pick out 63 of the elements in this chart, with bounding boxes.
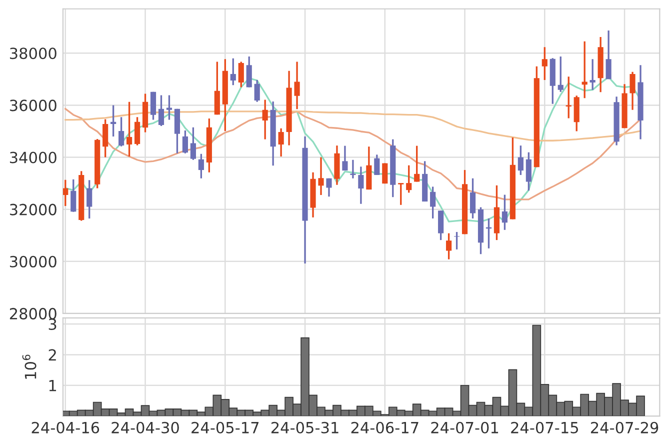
candlestick [262, 98, 268, 140]
candlestick [198, 153, 204, 180]
candlestick [318, 156, 324, 196]
y-tick-label: 32000 [10, 204, 56, 216]
candlestick [406, 164, 412, 194]
candlestick [86, 179, 92, 220]
candlestick [214, 60, 220, 116]
candlestick [502, 194, 508, 231]
candlestick [70, 178, 76, 213]
candlestick [350, 159, 356, 180]
candlestick [294, 60, 300, 110]
candlestick [542, 46, 548, 81]
candlestick [182, 130, 188, 154]
y-tick-label: 2 [48, 349, 56, 361]
x-tick-label: 24-06-17 [351, 422, 418, 434]
candlestick [238, 60, 244, 88]
candlestick [518, 144, 524, 176]
candlestick [126, 100, 132, 158]
candlestick [134, 116, 140, 146]
y-tick-label: 30000 [10, 256, 56, 268]
candlestick [246, 56, 252, 88]
candlestick [166, 94, 172, 121]
candlestick [630, 71, 636, 111]
candlestick [566, 76, 572, 120]
x-tick-label: 24-04-30 [112, 422, 179, 434]
y-axis-title: 10$^{6}$ [22, 354, 36, 379]
y-tick-label: 1 [49, 380, 56, 392]
candlestick [358, 166, 364, 205]
candlestick [254, 79, 260, 103]
candlestick [446, 232, 452, 260]
candlestick [590, 58, 596, 91]
x-tick-label: 24-07-29 [590, 422, 658, 434]
candlestick [62, 179, 68, 207]
y-tick-label: 28000 [10, 308, 56, 320]
candlestick [398, 182, 404, 206]
candlestick [102, 118, 108, 158]
y-tick-label: 36000 [10, 100, 56, 112]
candlestick [374, 154, 380, 176]
candlestick [606, 30, 612, 80]
x-tick-label: 24-04-16 [32, 422, 100, 434]
candlestick [150, 91, 156, 121]
candlestick [326, 178, 332, 198]
x-tick-label: 24-05-17 [192, 422, 259, 434]
y-tick-label: 38000 [10, 48, 56, 60]
candlestick [558, 56, 564, 93]
y-tick-label: 3 [48, 318, 56, 330]
candlestick [230, 58, 236, 86]
candlestick [158, 94, 164, 127]
x-tick-label: 24-05-31 [271, 422, 338, 434]
candlestick [110, 104, 116, 138]
candlestick [438, 210, 444, 241]
candlestick [430, 186, 436, 220]
candlestick [118, 116, 124, 148]
y-tick-label: 34000 [10, 152, 56, 164]
candlestick [414, 144, 420, 183]
candlestick [190, 126, 196, 161]
candlestick [278, 128, 284, 158]
candlestick [470, 178, 476, 220]
x-tick-label: 24-07-01 [431, 422, 498, 434]
candlestick [454, 231, 460, 250]
x-tick-label: 24-07-15 [511, 422, 578, 434]
candlestick [526, 151, 532, 192]
candlestick [342, 144, 348, 172]
